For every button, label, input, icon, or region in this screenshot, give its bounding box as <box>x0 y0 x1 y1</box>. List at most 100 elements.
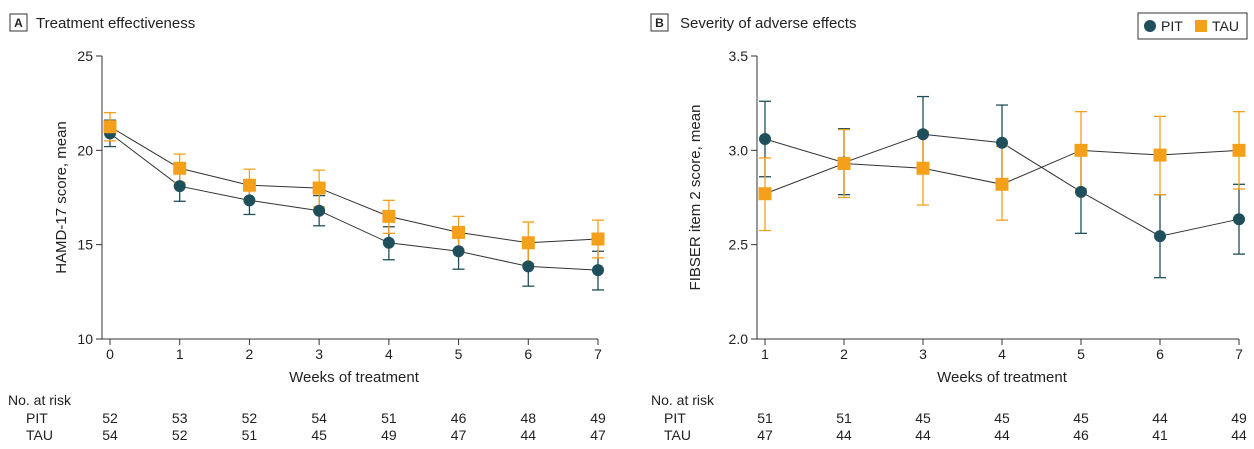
risk-count-pit: 51 <box>836 410 852 426</box>
risk-count-tau: 44 <box>1231 427 1247 443</box>
data-point-tau <box>452 225 466 239</box>
risk-table-label: No. at risk <box>8 392 72 408</box>
data-point-pit <box>759 133 771 146</box>
data-point-tau <box>173 161 187 175</box>
x-tick-label: 2 <box>246 346 254 362</box>
risk-count-tau: 51 <box>242 427 258 443</box>
data-point-pit <box>522 260 535 273</box>
data-point-tau <box>1074 143 1088 157</box>
risk-count-pit: 49 <box>590 410 606 426</box>
data-point-tau <box>103 120 117 134</box>
x-axis-label: Weeks of treatment <box>937 369 1068 386</box>
x-tick-label: 5 <box>455 346 463 362</box>
risk-row-label: TAU <box>26 427 53 443</box>
y-tick-label: 10 <box>77 331 93 347</box>
x-tick-label: 7 <box>1235 346 1243 362</box>
risk-count-tau: 44 <box>836 427 852 443</box>
data-point-pit <box>1154 230 1166 243</box>
y-tick-label: 3.0 <box>729 142 749 158</box>
risk-count-pit: 45 <box>915 410 931 426</box>
risk-count-tau: 41 <box>1152 427 1168 443</box>
series-line-pit <box>109 132 599 271</box>
risk-table-label: No. at risk <box>651 392 715 408</box>
y-tick-label: 2.5 <box>729 237 749 253</box>
data-point-pit <box>452 245 465 258</box>
data-point-tau <box>312 181 326 195</box>
x-tick-label: 5 <box>1077 346 1085 362</box>
risk-count-pit: 51 <box>757 410 773 426</box>
risk-count-tau: 44 <box>994 427 1010 443</box>
data-point-pit <box>243 194 256 207</box>
panel-badge-box <box>650 13 669 32</box>
risk-count-pit: 54 <box>311 410 327 426</box>
risk-row-label: PIT <box>26 410 48 426</box>
x-tick-label: 1 <box>176 346 184 362</box>
x-tick-label: 3 <box>919 346 927 362</box>
panel-letter: A <box>14 16 23 30</box>
risk-count-pit: 52 <box>242 410 258 426</box>
legend-marker-pit <box>1144 20 1156 32</box>
data-point-tau <box>242 178 256 192</box>
risk-count-pit: 53 <box>172 410 188 426</box>
y-tick-label: 15 <box>77 237 93 253</box>
panel-badge-box <box>9 13 28 32</box>
risk-count-pit: 48 <box>520 410 536 426</box>
risk-row-label: TAU <box>664 427 691 443</box>
data-point-pit <box>382 236 395 249</box>
data-point-tau <box>382 209 396 223</box>
risk-count-tau: 44 <box>520 427 536 443</box>
risk-count-tau: 52 <box>172 427 188 443</box>
legend-label-pit: PIT <box>1161 18 1183 34</box>
y-tick-label: 3.5 <box>729 48 749 64</box>
panel-letter: B <box>655 16 664 30</box>
x-tick-label: 1 <box>761 346 769 362</box>
x-tick-label: 4 <box>998 346 1006 362</box>
x-axis-label: Weeks of treatment <box>289 369 420 386</box>
x-tick-label: 0 <box>106 346 114 362</box>
x-tick-label: 6 <box>1156 346 1164 362</box>
series-line-tau <box>109 126 599 244</box>
data-point-tau <box>591 232 605 246</box>
risk-count-pit: 52 <box>102 410 118 426</box>
data-point-tau <box>837 157 851 171</box>
risk-count-tau: 54 <box>102 427 118 443</box>
data-point-tau <box>521 236 535 250</box>
data-point-pit <box>996 136 1008 149</box>
risk-count-tau: 47 <box>757 427 773 443</box>
risk-count-pit: 49 <box>1231 410 1247 426</box>
y-axis-label: HAMD-17 score, mean <box>53 121 70 274</box>
legend-label-tau: TAU <box>1212 18 1239 34</box>
data-point-tau <box>1232 143 1246 157</box>
legend-marker-tau <box>1195 20 1207 32</box>
data-point-pit <box>1233 213 1245 226</box>
x-tick-label: 6 <box>524 346 532 362</box>
y-tick-label: 25 <box>77 48 93 64</box>
legend-box <box>1137 12 1248 40</box>
data-point-tau <box>995 177 1009 191</box>
risk-count-tau: 49 <box>381 427 397 443</box>
risk-count-tau: 47 <box>451 427 467 443</box>
data-point-tau <box>1153 148 1167 162</box>
risk-count-pit: 51 <box>381 410 397 426</box>
risk-count-tau: 45 <box>311 427 327 443</box>
x-tick-label: 4 <box>385 346 393 362</box>
risk-count-tau: 47 <box>590 427 606 443</box>
risk-count-pit: 44 <box>1152 410 1168 426</box>
data-point-pit <box>313 204 326 217</box>
data-point-pit <box>917 128 929 141</box>
y-tick-label: 2.0 <box>729 331 749 347</box>
data-point-pit <box>1075 185 1087 198</box>
y-axis-label: FIBSER item 2 score, mean <box>687 105 704 291</box>
data-point-pit <box>173 180 186 193</box>
data-point-pit <box>592 264 604 277</box>
risk-count-pit: 45 <box>994 410 1010 426</box>
x-tick-label: 3 <box>315 346 323 362</box>
y-tick-label: 20 <box>77 142 93 158</box>
risk-count-pit: 46 <box>451 410 467 426</box>
x-tick-label: 2 <box>840 346 848 362</box>
panel-title: Severity of adverse effects <box>680 15 856 32</box>
panel-title: Treatment effectiveness <box>36 15 195 32</box>
risk-count-tau: 44 <box>915 427 931 443</box>
risk-row-label: PIT <box>664 410 686 426</box>
data-point-tau <box>916 161 930 175</box>
